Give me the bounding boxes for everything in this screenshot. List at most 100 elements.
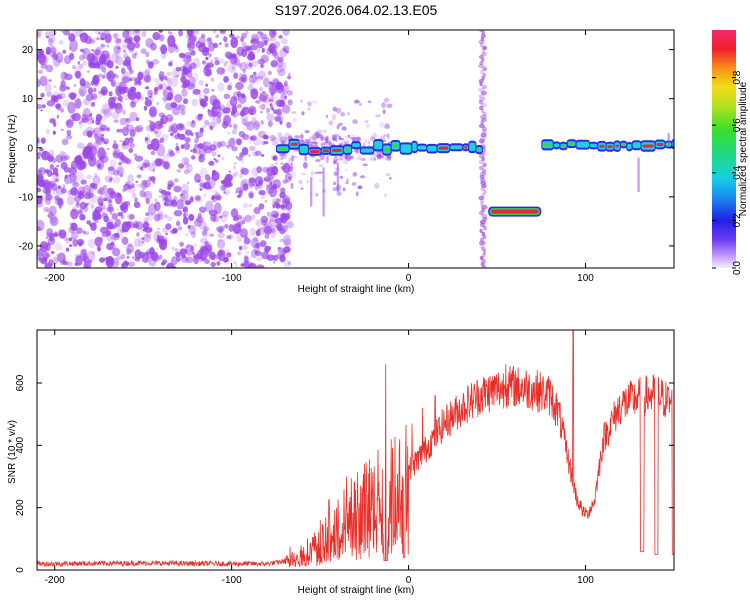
noise-blob	[267, 167, 273, 173]
noise-blob	[118, 162, 122, 166]
noise-blob	[100, 89, 107, 95]
noise-blob	[101, 66, 107, 73]
noise-blob	[286, 121, 292, 129]
noise-blob	[126, 41, 136, 51]
noise-blob	[190, 123, 194, 127]
noise-blob	[86, 130, 93, 138]
noise-blob	[74, 155, 83, 165]
noise-blob	[257, 31, 262, 35]
noise-blob	[166, 86, 172, 91]
noise-blob	[77, 191, 82, 199]
noise-blob	[300, 99, 303, 103]
noise-blob	[286, 221, 294, 229]
noise-blob	[156, 247, 159, 251]
noise-blob	[221, 156, 225, 161]
noise-blob	[89, 182, 96, 189]
noise-blob	[339, 136, 342, 141]
noise-blob	[135, 124, 144, 132]
noise-blob	[231, 65, 235, 70]
noise-blob	[213, 42, 219, 49]
noise-blob	[107, 243, 117, 251]
noise-blob	[304, 138, 311, 144]
noise-blob	[314, 130, 318, 137]
noise-blob	[123, 261, 130, 266]
noise-blob	[250, 39, 254, 43]
noise-blob	[49, 118, 56, 124]
y-tick-label: 20	[22, 45, 34, 56]
noise-blob	[66, 261, 73, 267]
noise-blob	[175, 146, 181, 154]
track-segment-mid	[299, 145, 308, 154]
noise-blob	[191, 98, 198, 107]
noise-blob	[235, 52, 242, 58]
noise-blob	[101, 50, 110, 59]
noise-blob	[46, 100, 56, 107]
noise-blob	[199, 127, 204, 133]
noise-blob	[253, 236, 259, 242]
noise-blob	[275, 81, 280, 87]
noise-blob	[134, 77, 141, 85]
noise-blob	[239, 228, 248, 238]
noise-blob	[144, 137, 151, 144]
noise-blob	[88, 187, 94, 195]
noise-blob	[270, 60, 278, 68]
noise-blob	[56, 114, 60, 119]
noise-blob	[60, 71, 68, 81]
noise-blob	[59, 84, 67, 92]
noise-blob	[141, 30, 147, 38]
noise-blob	[52, 95, 59, 103]
noise-blob	[145, 86, 150, 90]
noise-blob	[70, 222, 78, 231]
snr-data	[37, 330, 674, 568]
noise-blob	[100, 137, 105, 142]
noise-blob	[222, 107, 231, 114]
noise-blob	[256, 47, 261, 54]
noise-blob	[115, 256, 122, 261]
colorbar-tick-label: 0.8	[732, 70, 743, 84]
noise-blob	[111, 233, 121, 241]
noise-blob	[255, 242, 261, 249]
colorbar-tick-label: 0.6	[732, 118, 743, 132]
noise-blob	[210, 77, 215, 82]
noise-blob	[207, 109, 217, 117]
noise-blob	[247, 46, 252, 50]
noise-blob	[75, 255, 83, 266]
noise-blob	[109, 211, 113, 216]
noise-blob	[279, 238, 284, 243]
noise-blob	[263, 94, 271, 104]
track-segment-core	[615, 144, 619, 148]
noise-blob	[355, 99, 360, 104]
noise-blob	[253, 71, 257, 76]
noise-blob	[253, 120, 260, 131]
noise-blob	[192, 251, 195, 255]
noise-blob	[147, 95, 154, 104]
noise-blob	[350, 155, 354, 159]
streak-blob	[482, 84, 487, 90]
noise-blob	[156, 143, 166, 157]
x-tick-label: -200	[45, 273, 65, 284]
noise-blob	[312, 100, 318, 104]
noise-blob	[114, 260, 121, 266]
noise-blob	[264, 199, 268, 203]
noise-blob	[129, 142, 135, 148]
x-tick-label: -200	[45, 575, 65, 586]
track-segment-core	[642, 144, 654, 148]
noise-blob	[131, 53, 137, 59]
noise-blob	[263, 177, 267, 181]
noise-blob	[241, 220, 246, 225]
noise-blob	[197, 180, 201, 183]
noise-blob	[233, 123, 238, 130]
noise-blob	[259, 33, 268, 40]
noise-blob	[221, 210, 229, 218]
noise-blob	[79, 201, 87, 210]
streak-blob	[481, 48, 485, 54]
noise-blob	[79, 152, 87, 162]
noise-blob	[91, 251, 95, 255]
noise-blob	[236, 138, 242, 146]
noise-blob	[181, 88, 188, 97]
noise-blob	[143, 191, 148, 198]
noise-blob	[262, 134, 269, 140]
noise-blob	[78, 120, 82, 125]
noise-blob	[260, 64, 264, 68]
